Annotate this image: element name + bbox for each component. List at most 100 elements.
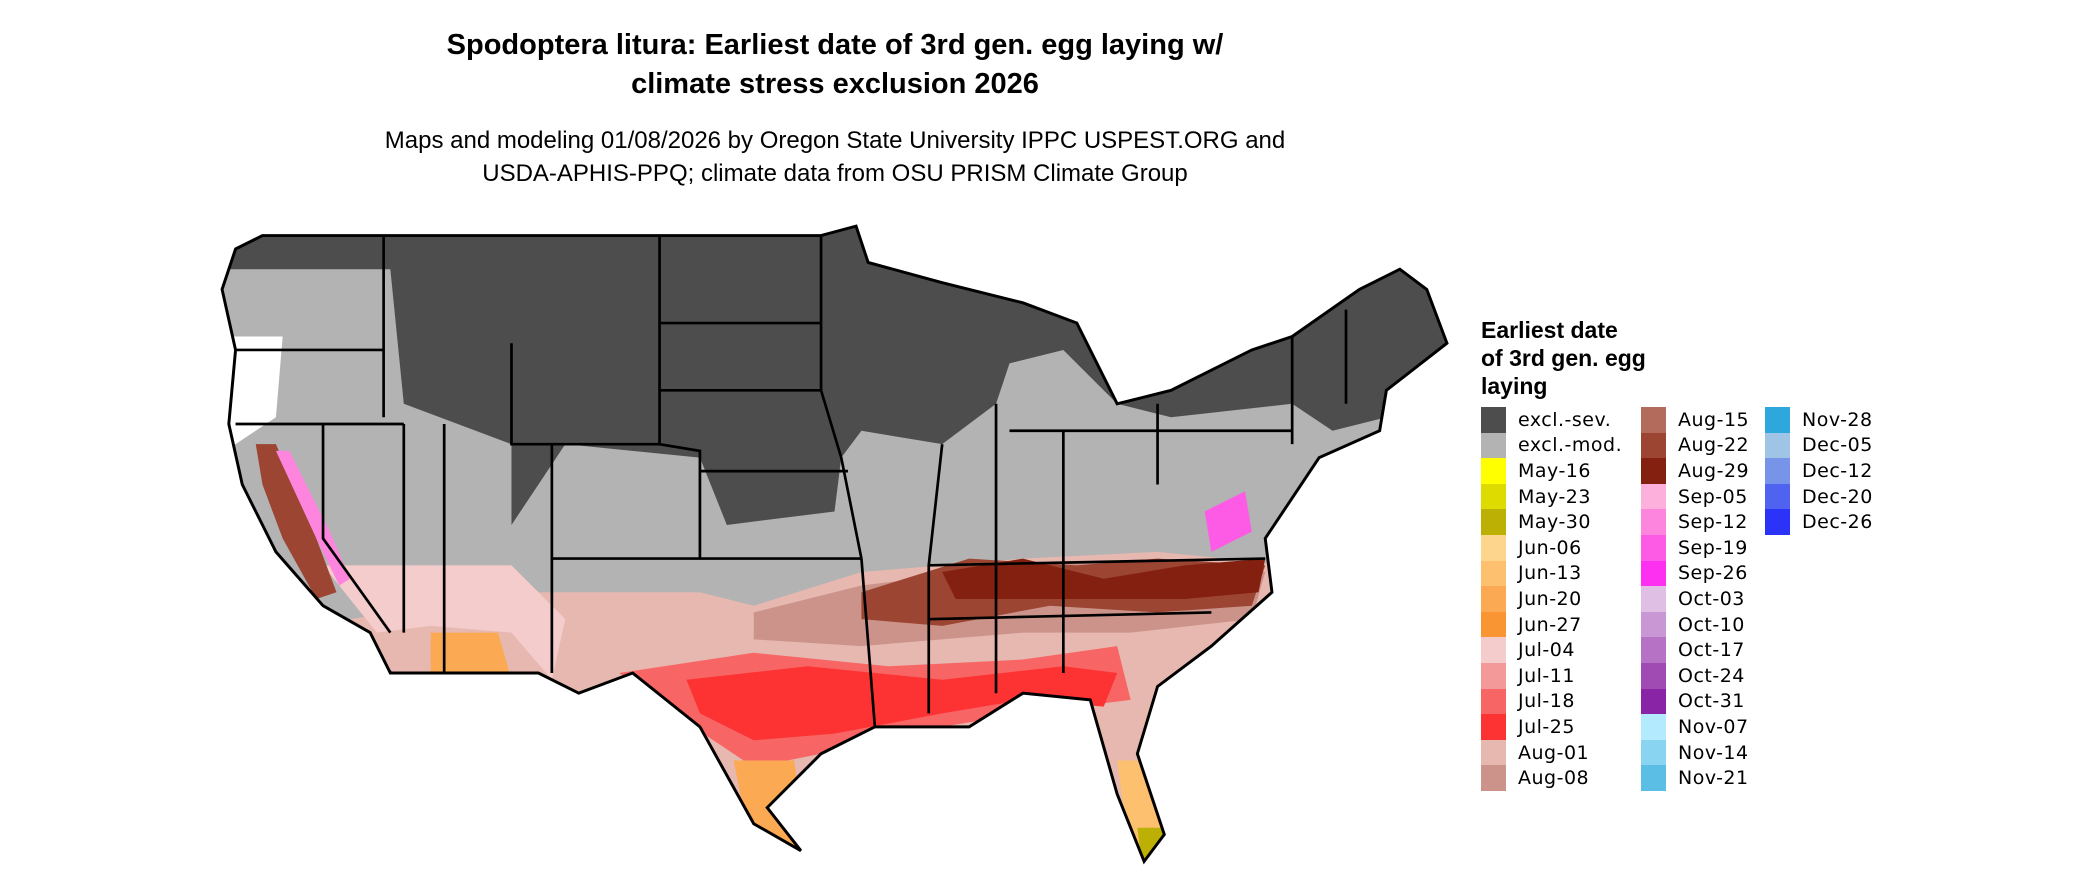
legend-title-line: laying [1481, 373, 1548, 399]
legend-swatch [1481, 611, 1506, 638]
legend-swatch [1641, 432, 1666, 459]
legend-swatch [1641, 611, 1666, 638]
state-borders [235, 235, 1348, 727]
legend-label: excl.-sev. [1518, 408, 1612, 431]
legend-label: Jun-20 [1518, 587, 1582, 610]
legend-swatch [1481, 509, 1506, 535]
legend-swatch [1641, 586, 1666, 612]
legend-title-line: Earliest date [1481, 317, 1618, 343]
legend-item: Sep-05 [1641, 483, 1749, 510]
legend-swatch [1765, 407, 1790, 433]
legend-swatch [1481, 586, 1506, 612]
legend-item: excl.-sev. [1481, 407, 1622, 433]
legend-label: Aug-08 [1518, 767, 1590, 790]
legend-swatch [1641, 483, 1666, 510]
legend-item: Oct-10 [1641, 611, 1749, 638]
legend-item: Nov-07 [1641, 714, 1749, 740]
legend-item: Jun-20 [1481, 586, 1622, 612]
subtitle-line-2: USDA-APHIS-PPQ; climate data from OSU PR… [482, 160, 1188, 187]
legend-item: Jul-04 [1481, 637, 1622, 663]
legend-label: May-23 [1518, 485, 1591, 508]
legend-label: Oct-17 [1678, 639, 1745, 662]
region-jul-25 [686, 666, 1118, 741]
legend-label: Dec-20 [1802, 485, 1873, 508]
legend-item: Nov-21 [1641, 765, 1749, 791]
legend-label: Oct-10 [1678, 613, 1745, 636]
legend-swatch [1765, 432, 1790, 459]
legend-swatch [1481, 688, 1506, 715]
legend-column: Aug-15 Aug-22 Aug-29 Sep-05 Sep-12 Sep-19 Sep-… [1641, 407, 1749, 791]
legend-label: May-16 [1518, 459, 1591, 482]
legend-swatch [1641, 637, 1666, 663]
legend-label: Nov-14 [1678, 741, 1749, 764]
legend-item: excl.-mod. [1481, 432, 1623, 459]
legend-label: Sep-05 [1678, 485, 1748, 508]
legend-label: Jul-18 [1518, 690, 1575, 713]
legend-title: Earliest date of 3rd gen. egg laying [1481, 316, 1721, 400]
map-subtitle: Maps and modeling 01/08/2026 by Oregon S… [0, 124, 1670, 190]
legend-label: Jun-06 [1518, 536, 1582, 559]
legend-swatch [1641, 560, 1666, 587]
legend-item: Aug-15 [1641, 407, 1749, 433]
legend-swatch [1641, 407, 1666, 433]
legend-swatch [1481, 483, 1506, 510]
legend-label: Nov-07 [1678, 715, 1749, 738]
legend-item: Nov-14 [1641, 739, 1749, 766]
legend-swatch [1641, 509, 1666, 535]
legend-label: Aug-01 [1518, 741, 1590, 764]
legend-item: Dec-26 [1765, 509, 1873, 535]
legend-item: Jul-11 [1481, 662, 1622, 689]
legend-item: Jun-13 [1481, 560, 1622, 587]
legend-swatch [1481, 662, 1506, 689]
region-excl-mod [222, 269, 1387, 647]
legend-swatch [1481, 560, 1506, 587]
legend-label: Dec-05 [1802, 434, 1873, 457]
legend-item: Jun-06 [1481, 534, 1622, 561]
legend-label: excl.-mod. [1518, 434, 1623, 457]
legend-label: Jul-11 [1518, 664, 1575, 687]
legend-label: Sep-26 [1678, 562, 1748, 585]
legend-item: Oct-17 [1641, 637, 1749, 663]
legend-swatch [1765, 458, 1790, 484]
legend-label: Jul-04 [1518, 639, 1575, 662]
legend-swatch [1481, 637, 1506, 663]
legend-label: Nov-28 [1802, 408, 1873, 431]
legend-item: May-23 [1481, 483, 1622, 510]
subtitle-line-1: Maps and modeling 01/08/2026 by Oregon S… [384, 127, 1286, 154]
legend-swatch [1641, 739, 1666, 766]
legend-swatch [1481, 714, 1506, 740]
legend-label: Oct-31 [1678, 690, 1745, 713]
region-aug-29 [942, 558, 1266, 599]
legend-item: Jul-18 [1481, 688, 1622, 715]
legend-item: May-30 [1481, 509, 1622, 535]
legend-item: Sep-19 [1641, 534, 1749, 561]
legend-swatch [1481, 432, 1506, 459]
legend-label: Oct-03 [1678, 587, 1745, 610]
legend-label: Aug-22 [1678, 434, 1750, 457]
legend-label: Dec-12 [1802, 459, 1873, 482]
legend-item: Oct-03 [1641, 586, 1749, 612]
legend-swatch [1765, 483, 1790, 510]
legend-swatch [1481, 458, 1506, 484]
legend-swatch [1641, 688, 1666, 715]
legend-swatch [1481, 739, 1506, 766]
legend-item: Jul-25 [1481, 714, 1622, 740]
map-legend: Earliest date of 3rd gen. egg laying exc… [1481, 316, 1872, 791]
legend-item: Aug-01 [1481, 739, 1622, 766]
legend-item: Aug-22 [1641, 432, 1750, 459]
region-jun-20-arizona [430, 632, 512, 680]
legend-label: Jul-25 [1518, 715, 1575, 738]
legend-column: excl.-sev. excl.-mod. May-16 May-23 May-30 Ju… [1481, 407, 1622, 791]
legend-title-line: of 3rd gen. egg [1481, 345, 1646, 371]
legend-item: Dec-12 [1765, 458, 1873, 484]
legend-label: Dec-26 [1802, 511, 1873, 534]
region-virginia-sep [1204, 491, 1252, 552]
title-line-2: climate stress exclusion 2026 [631, 68, 1039, 100]
legend-item: Sep-12 [1641, 509, 1749, 535]
title-line-1: Spodoptera litura: Earliest date of 3rd … [446, 29, 1224, 61]
legend-label: Sep-12 [1678, 511, 1748, 534]
legend-label: Oct-24 [1678, 664, 1745, 687]
legend-swatch [1765, 509, 1790, 535]
legend-label: May-30 [1518, 511, 1591, 534]
